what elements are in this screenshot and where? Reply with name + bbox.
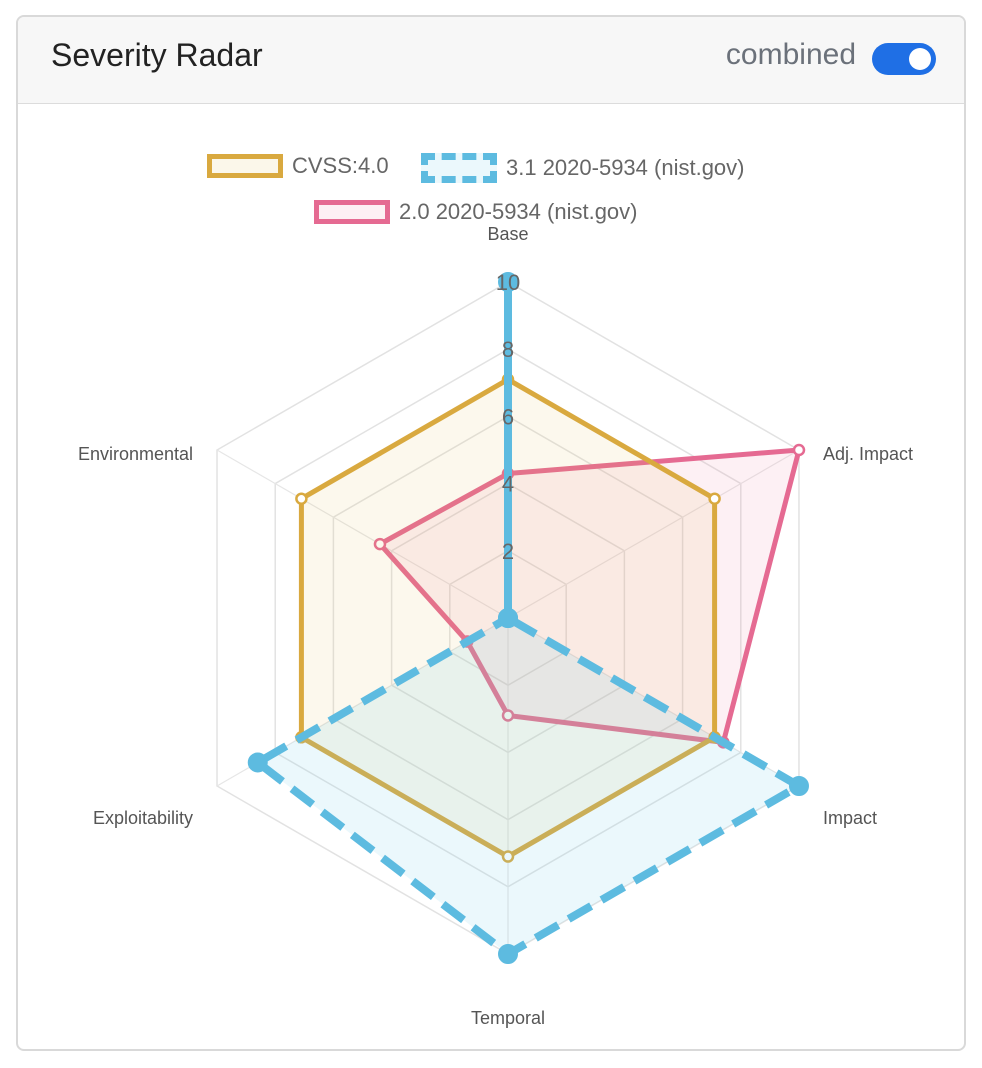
axis-label-environmental: Environmental xyxy=(78,444,193,464)
axis-label-base: Base xyxy=(487,224,528,244)
card-header: Severity Radar combined xyxy=(18,17,964,104)
legend-swatch-cvss20 xyxy=(314,200,390,224)
legend-item-cvss31[interactable]: 3.1 2020-5934 (nist.gov) xyxy=(421,153,745,183)
r-tick-label-10: 10 xyxy=(496,270,520,295)
r-tick-label-4: 4 xyxy=(502,472,514,497)
series-0-point-3 xyxy=(501,850,515,863)
legend-item-cvss40[interactable]: CVSS:4.0 xyxy=(207,153,389,179)
legend-swatch-cvss40 xyxy=(207,154,283,178)
series-1-point-5 xyxy=(498,608,518,628)
r-tick-label-6: 6 xyxy=(502,404,514,429)
series-2-point-5 xyxy=(373,537,387,551)
grid-spoke-5 xyxy=(216,449,509,619)
card-title: Severity Radar xyxy=(51,37,263,73)
series-1-point-0 xyxy=(498,272,518,292)
grid-spoke-1 xyxy=(507,449,800,619)
axis-label-impact: Impact xyxy=(823,808,877,828)
axis-label-temporal: Temporal xyxy=(471,1008,545,1028)
series-1-point-3 xyxy=(498,944,518,964)
legend-label-cvss31: 3.1 2020-5934 (nist.gov) xyxy=(506,155,745,180)
series-0-point-5 xyxy=(295,492,308,505)
combined-toggle-label: combined xyxy=(725,38,856,71)
r-tick-label-8: 8 xyxy=(502,337,514,362)
radar-chart: 2 4 6 8 10 Base Adj. Impact Impact Temporal Explo… xyxy=(78,224,913,1028)
legend-item-cvss20[interactable]: 2.0 2020-5934 (nist.gov) xyxy=(314,199,638,225)
axis-label-exploitability: Exploitability xyxy=(93,808,193,828)
series-2-point-3 xyxy=(501,709,515,722)
axis-label-adj-impact: Adj. Impact xyxy=(823,444,913,464)
r-tick-label-2: 2 xyxy=(502,539,514,564)
combined-toggle[interactable] xyxy=(872,43,936,75)
toggle-knob xyxy=(909,48,931,70)
series-0-point-1 xyxy=(708,492,721,505)
legend-swatch-cvss31 xyxy=(421,153,497,183)
legend-label-cvss40: CVSS:4.0 xyxy=(292,153,389,178)
legend-label-cvss20: 2.0 2020-5934 (nist.gov) xyxy=(399,199,638,224)
severity-radar-card: Severity Radar combined CVSS:4.0 3.1 202… xyxy=(16,15,966,1051)
series-2-point-1 xyxy=(792,443,806,457)
series-1-point-4 xyxy=(247,752,268,773)
series-1-point-2 xyxy=(788,776,809,796)
